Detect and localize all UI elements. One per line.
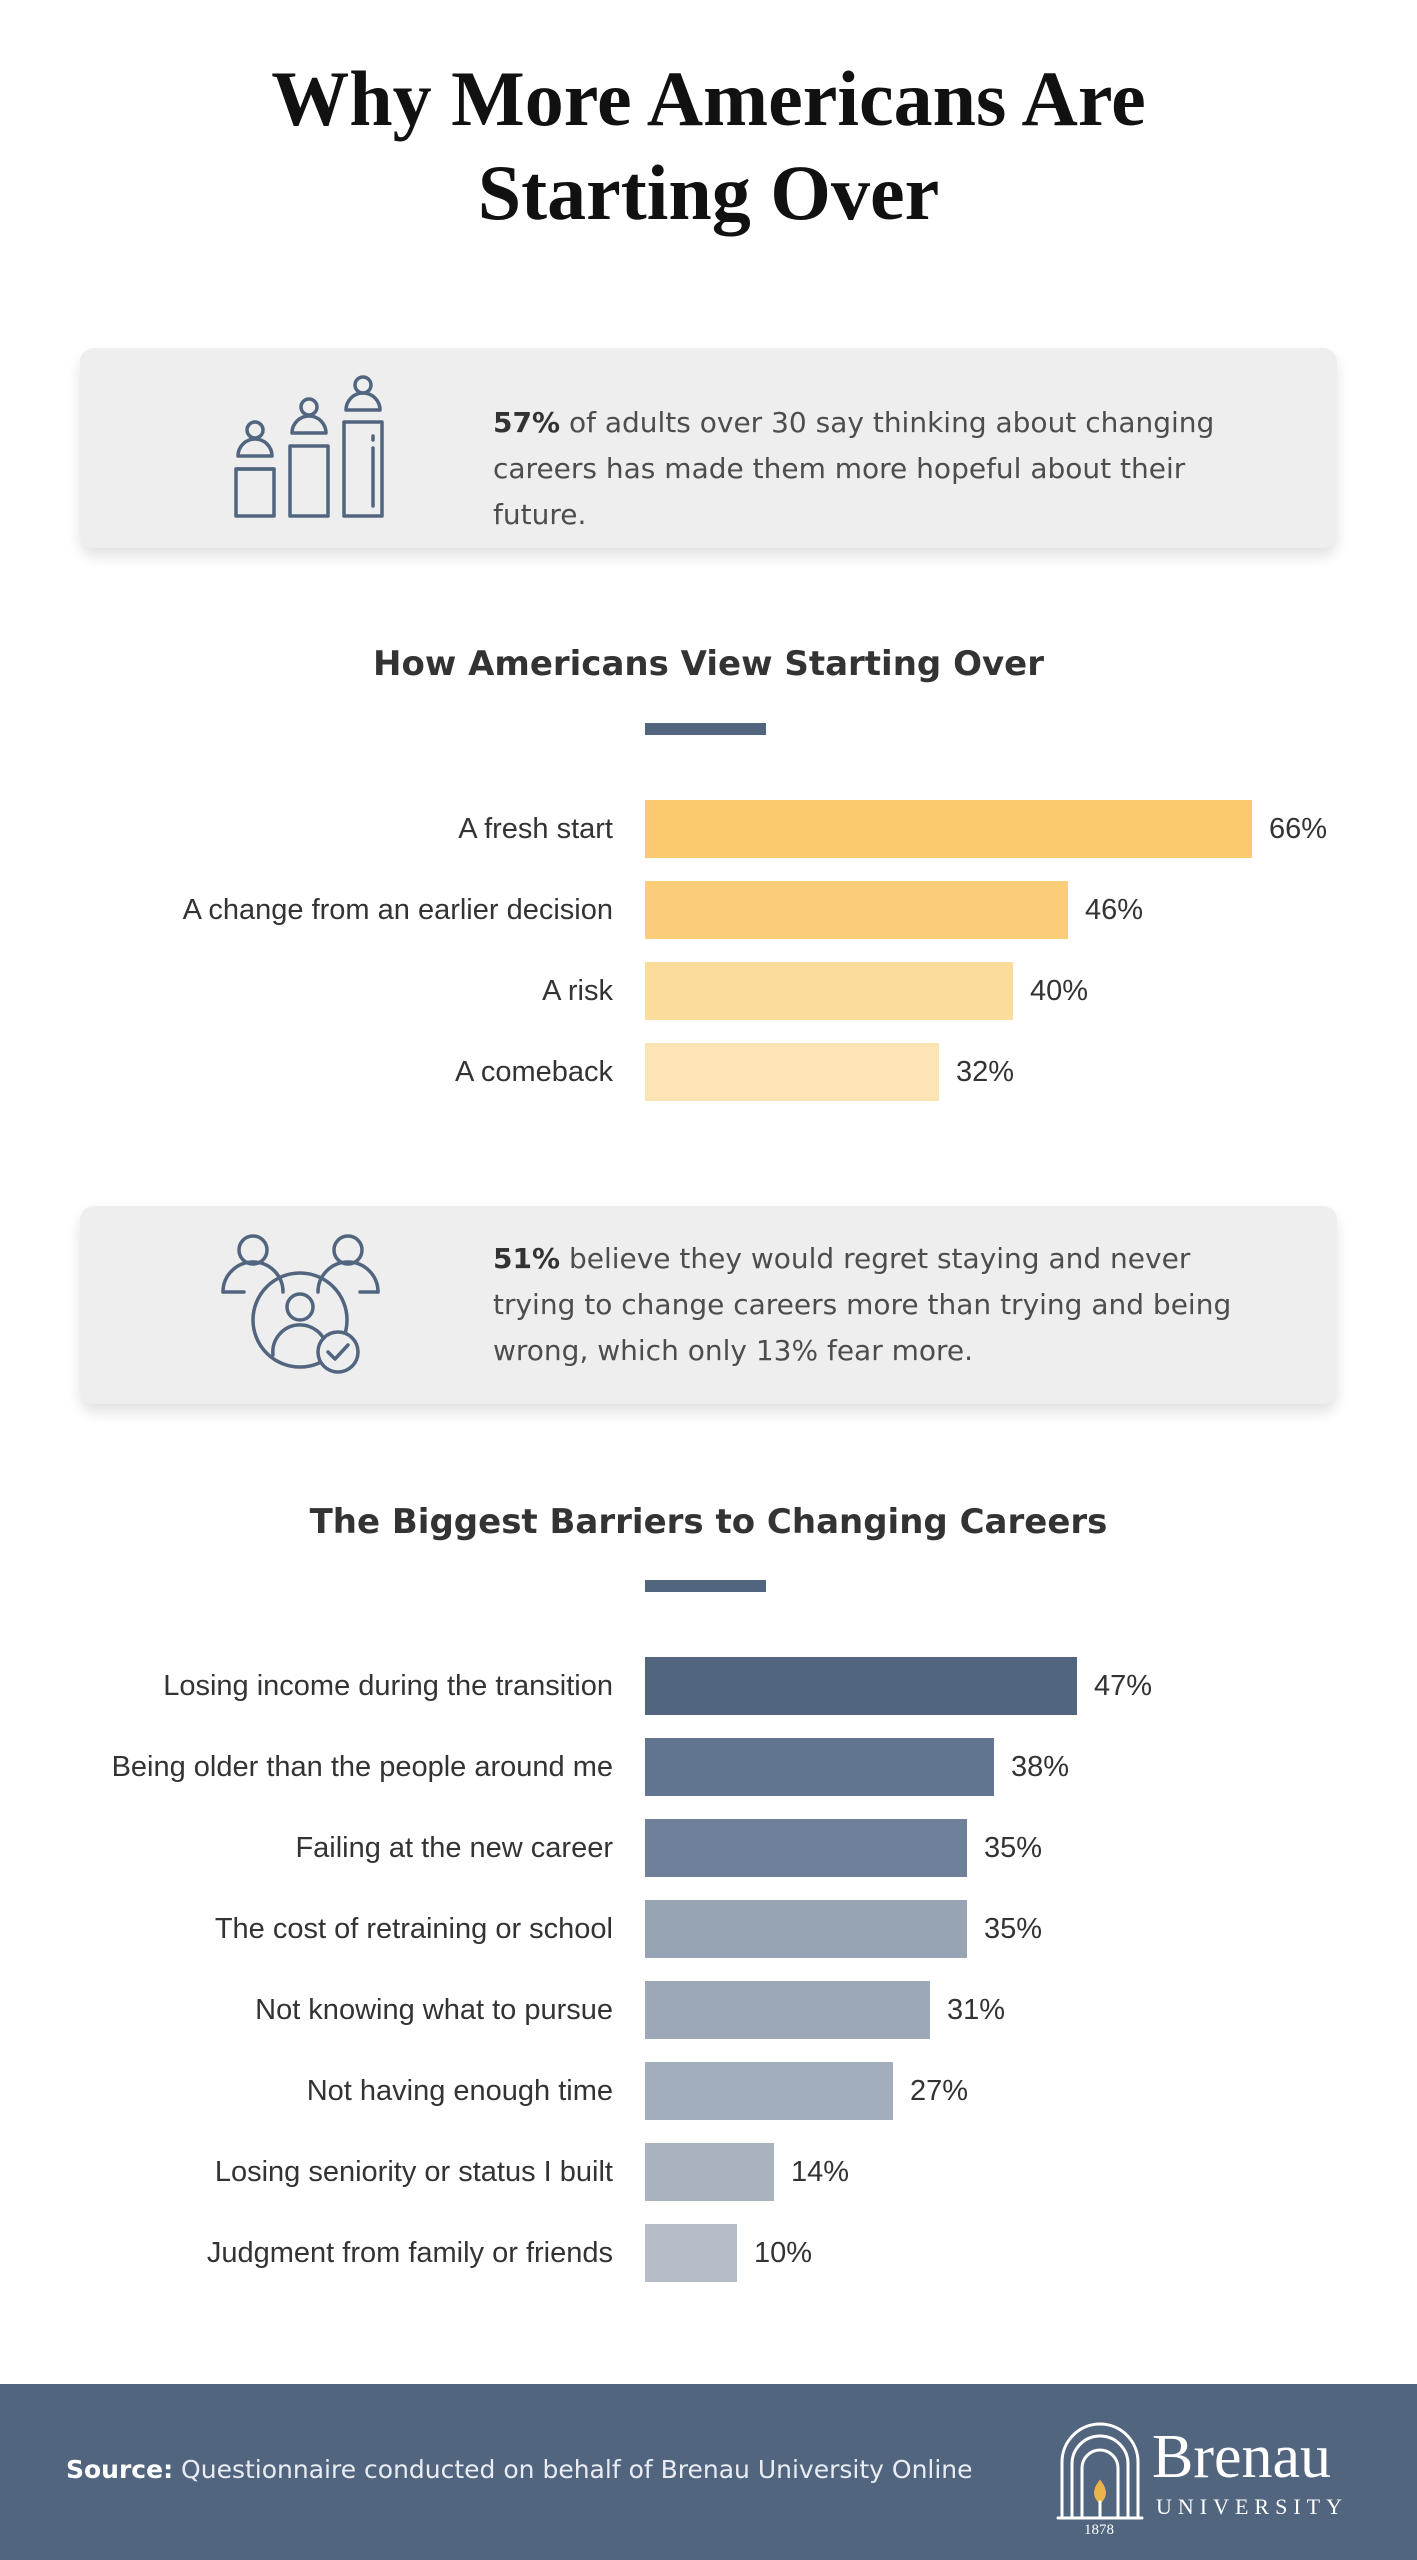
bar-category-label: Losing seniority or status I built (214, 2156, 613, 2188)
bar (645, 1819, 967, 1877)
bar-value-label: 35% (984, 1832, 1043, 1864)
bar-row: Losing income during the transition 47% (0, 1657, 1417, 1715)
bar-category-label: Losing income during the transition (163, 1670, 613, 1702)
bar-row: Not having enough time 27% (0, 2062, 1417, 2120)
bar-category-label: Judgment from family or friends (206, 2237, 613, 2269)
chart-title-starting-over: How Americans View Starting Over (373, 644, 1044, 684)
bar-category-label: A change from an earlier decision (182, 894, 613, 926)
bar-chart-starting-over: A fresh start 66% A change from an earlier… (0, 800, 1417, 1101)
bar (645, 1981, 930, 2039)
bar-category-label: A risk (542, 975, 613, 1007)
bar-value-label: 31% (947, 1994, 1006, 2026)
stat-body-hopeful: of adults over 30 say thinking about cha… (493, 406, 1215, 531)
bar (645, 800, 1252, 858)
source-note: Source: Questionnaire conducted on behal… (66, 2450, 973, 2490)
bar-category-label: Failing at the new career (295, 1832, 613, 1864)
page-title: Why More Americans Are Starting Over (0, 52, 1417, 240)
bar-row: Failing at the new career 35% (0, 1819, 1417, 1877)
logo-name: Brenau (1152, 2423, 1332, 2491)
bar-category-label: Being older than the people around me (111, 1751, 613, 1783)
stat-card-hopeful: 57% of adults over 30 say thinking about… (80, 348, 1337, 548)
page-title-line-1: Why More Americans Are (271, 55, 1146, 142)
stat-text-hopeful: 57% of adults over 30 say thinking about… (493, 400, 1273, 538)
page-title-line-2: Starting Over (477, 149, 940, 236)
bar (645, 2143, 774, 2201)
chart-title-barriers: The Biggest Barriers to Changing Careers (309, 1502, 1108, 1542)
bar-category-label: Not knowing what to pursue (255, 1994, 613, 2026)
section-divider (645, 1580, 766, 1592)
bar (645, 1043, 939, 1101)
stat-highlight-57: 57% (493, 406, 561, 439)
bar-value-label: 14% (791, 2156, 850, 2188)
stat-highlight-51: 51% (493, 1242, 561, 1275)
brenau-logo[interactable]: Brenau UNIVERSITY 1878 (1052, 2414, 1362, 2544)
bar-category-label: Not having enough time (306, 2075, 613, 2107)
bar-row: A change from an earlier decision 46% (0, 881, 1417, 939)
group-people-check-icon (220, 1228, 390, 1378)
bar (645, 1900, 967, 1958)
bar-row: Losing seniority or status I built 14% (0, 2143, 1417, 2201)
bar-row: The cost of retraining or school 35% (0, 1900, 1417, 1958)
career-ladder-people-icon (226, 374, 402, 530)
source-label: Source: (66, 2455, 174, 2484)
bar-row: A fresh start 66% (0, 800, 1417, 858)
bar-category-label: A fresh start (458, 813, 613, 845)
archway-torch-icon (1056, 2418, 1144, 2522)
bar-row: Not knowing what to pursue 31% (0, 1981, 1417, 2039)
bar-value-label: 40% (1030, 975, 1089, 1007)
source-text: Questionnaire conducted on behalf of Bre… (181, 2455, 973, 2484)
bar-chart-barriers: Losing income during the transition 47% Be… (0, 1657, 1417, 2282)
bar-value-label: 10% (754, 2237, 813, 2269)
bar-value-label: 46% (1085, 894, 1144, 926)
logo-year: 1878 (1084, 2522, 1114, 2538)
stat-text-regret: 51% believe they would regret staying an… (493, 1236, 1273, 1374)
bar-row: Judgment from family or friends 10% (0, 2224, 1417, 2282)
bar (645, 1657, 1077, 1715)
bar (645, 2062, 893, 2120)
bar-value-label: 66% (1269, 813, 1328, 845)
bar-category-label: The cost of retraining or school (214, 1913, 613, 1945)
bar-value-label: 38% (1011, 1751, 1070, 1783)
bar (645, 1738, 994, 1796)
bar-value-label: 47% (1094, 1670, 1153, 1702)
footer: Source: Questionnaire conducted on behal… (0, 2384, 1417, 2560)
section-divider (645, 723, 766, 735)
logo-subtitle: UNIVERSITY (1156, 2494, 1348, 2519)
stat-card-regret: 51% believe they would regret staying an… (80, 1206, 1337, 1404)
bar-value-label: 35% (984, 1913, 1043, 1945)
bar (645, 881, 1068, 939)
bar (645, 2224, 737, 2282)
bar-row: Being older than the people around me 38% (0, 1738, 1417, 1796)
bar-category-label: A comeback (455, 1056, 613, 1088)
bar-value-label: 32% (956, 1056, 1015, 1088)
bar (645, 962, 1013, 1020)
stat-body-regret: believe they would regret staying and ne… (493, 1242, 1232, 1367)
bar-row: A comeback 32% (0, 1043, 1417, 1101)
bar-row: A risk 40% (0, 962, 1417, 1020)
bar-value-label: 27% (910, 2075, 969, 2107)
